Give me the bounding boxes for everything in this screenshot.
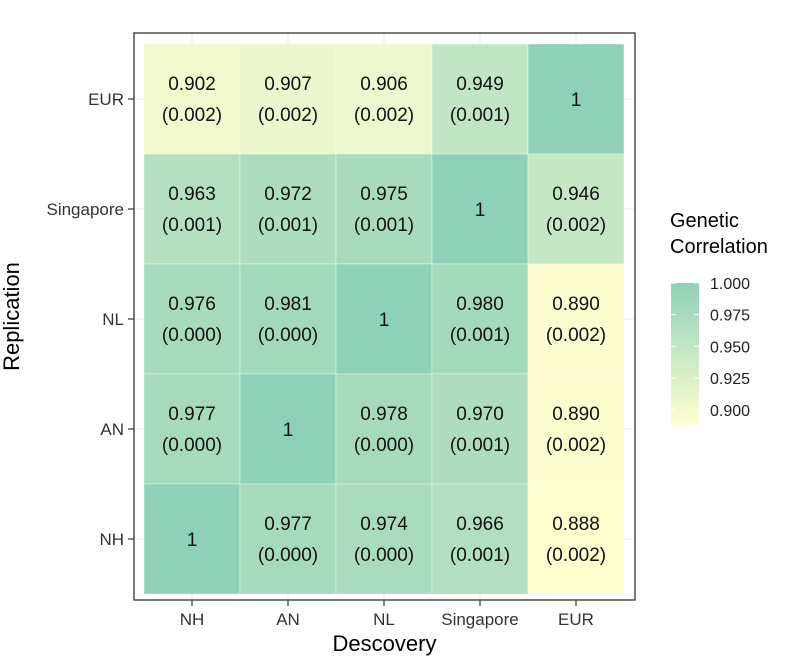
cell-se-label: (0.000) bbox=[162, 435, 222, 456]
cell-value-label: 0.907 bbox=[264, 74, 312, 95]
cell-se-label: (0.001) bbox=[450, 325, 510, 346]
x-tick-label: Singapore bbox=[441, 610, 519, 629]
cell-value-label: 0.890 bbox=[552, 294, 600, 315]
legend: Genetic Correlation 1.000 0.975 0.950 0.925… bbox=[670, 210, 768, 425]
heatmap-cell bbox=[527, 153, 625, 265]
legend-color-bar bbox=[671, 283, 699, 425]
legend-break-label: 0.975 bbox=[710, 308, 750, 325]
cell-value-label: 0.976 bbox=[168, 294, 216, 315]
cell-se-label: (0.000) bbox=[258, 545, 318, 566]
cell-se-label: (0.001) bbox=[450, 435, 510, 456]
cell-value-label: 0.946 bbox=[552, 184, 600, 205]
y-axis-ticks: NH AN NL Singapore EUR bbox=[46, 90, 134, 549]
x-tick-label: EUR bbox=[558, 610, 594, 629]
legend-break-label: 1.000 bbox=[710, 276, 750, 293]
cell-value-label: 0.981 bbox=[264, 294, 312, 315]
cell-se-label: (0.001) bbox=[450, 545, 510, 566]
heatmap-cell bbox=[335, 43, 433, 155]
cell-labels: 0.902 (0.002) 0.907 (0.002) 0.906 (0.002) 0.94… bbox=[162, 74, 606, 566]
heatmap-cell bbox=[239, 263, 337, 375]
heatmap-cell bbox=[527, 483, 625, 595]
cell-value-label: 0.963 bbox=[168, 184, 216, 205]
heatmap-cell bbox=[527, 43, 625, 155]
heatmap-cell bbox=[431, 43, 529, 155]
x-tick-label: NH bbox=[180, 610, 205, 629]
cell-value-label: 1 bbox=[283, 420, 294, 441]
cell-se-label: (0.000) bbox=[354, 545, 414, 566]
y-tick-label: Singapore bbox=[46, 200, 124, 219]
heatmap-cell bbox=[143, 153, 241, 265]
heatmap-cells bbox=[143, 43, 625, 595]
cell-se-label: (0.001) bbox=[258, 215, 318, 236]
y-tick-label: AN bbox=[100, 420, 124, 439]
heatmap-cell bbox=[143, 43, 241, 155]
legend-breaks: 1.000 0.975 0.950 0.925 0.900 bbox=[671, 276, 750, 420]
heatmap-cell bbox=[239, 153, 337, 265]
cell-se-label: (0.000) bbox=[162, 325, 222, 346]
cell-se-label: (0.002) bbox=[258, 105, 318, 126]
legend-title-line-2: Correlation bbox=[670, 236, 768, 258]
legend-title-line-1: Genetic bbox=[670, 210, 739, 232]
legend-break-label: 0.900 bbox=[710, 403, 750, 420]
cell-value-label: 1 bbox=[187, 530, 198, 551]
cell-se-label: (0.002) bbox=[354, 105, 414, 126]
y-tick-label: EUR bbox=[88, 90, 124, 109]
cell-value-label: 1 bbox=[571, 90, 582, 111]
y-axis-title: Replication bbox=[0, 262, 24, 371]
heatmap-cell bbox=[527, 373, 625, 485]
cell-value-label: 0.966 bbox=[456, 514, 504, 535]
cell-se-label: (0.002) bbox=[546, 435, 606, 456]
cell-value-label: 0.978 bbox=[360, 404, 408, 425]
heatmap-cell bbox=[143, 373, 241, 485]
heatmap-cell bbox=[431, 153, 529, 265]
cell-value-label: 0.970 bbox=[456, 404, 504, 425]
heatmap-cell bbox=[335, 153, 433, 265]
cell-se-label: (0.001) bbox=[354, 215, 414, 236]
heatmap-cell bbox=[335, 373, 433, 485]
cell-value-label: 0.890 bbox=[552, 404, 600, 425]
cell-value-label: 1 bbox=[475, 200, 486, 221]
legend-break-label: 0.950 bbox=[710, 339, 750, 356]
cell-value-label: 0.906 bbox=[360, 74, 408, 95]
cell-se-label: (0.000) bbox=[354, 435, 414, 456]
x-axis-ticks: NH AN NL Singapore EUR bbox=[180, 600, 594, 629]
x-tick-label: NL bbox=[373, 610, 395, 629]
cell-se-label: (0.002) bbox=[546, 325, 606, 346]
cell-value-label: 0.949 bbox=[456, 74, 504, 95]
cell-se-label: (0.002) bbox=[546, 215, 606, 236]
cell-se-label: (0.000) bbox=[258, 325, 318, 346]
cell-value-label: 0.974 bbox=[360, 514, 408, 535]
heatmap-cell bbox=[431, 373, 529, 485]
cell-value-label: 0.902 bbox=[168, 74, 216, 95]
heatmap-cell bbox=[527, 263, 625, 375]
heatmap-cell bbox=[431, 483, 529, 595]
x-axis-title: Descovery bbox=[333, 631, 437, 656]
cell-value-label: 0.888 bbox=[552, 514, 600, 535]
cell-se-label: (0.001) bbox=[162, 215, 222, 236]
cell-value-label: 1 bbox=[379, 310, 390, 331]
cell-value-label: 0.972 bbox=[264, 184, 312, 205]
heatmap-cell bbox=[239, 483, 337, 595]
legend-break-label: 0.925 bbox=[710, 371, 750, 388]
heatmap-cell bbox=[143, 263, 241, 375]
cell-se-label: (0.002) bbox=[162, 105, 222, 126]
heatmap-cell bbox=[431, 263, 529, 375]
heatmap-cell bbox=[335, 483, 433, 595]
cell-value-label: 0.980 bbox=[456, 294, 504, 315]
cell-value-label: 0.977 bbox=[168, 404, 216, 425]
cell-se-label: (0.001) bbox=[450, 105, 510, 126]
cell-value-label: 0.975 bbox=[360, 184, 408, 205]
cell-se-label: (0.002) bbox=[546, 545, 606, 566]
cell-value-label: 0.977 bbox=[264, 514, 312, 535]
heatmap-cell bbox=[239, 373, 337, 485]
y-tick-label: NH bbox=[99, 530, 124, 549]
x-tick-label: AN bbox=[276, 610, 300, 629]
y-tick-label: NL bbox=[102, 310, 124, 329]
heatmap-cell bbox=[239, 43, 337, 155]
heatmap-cell bbox=[335, 263, 433, 375]
